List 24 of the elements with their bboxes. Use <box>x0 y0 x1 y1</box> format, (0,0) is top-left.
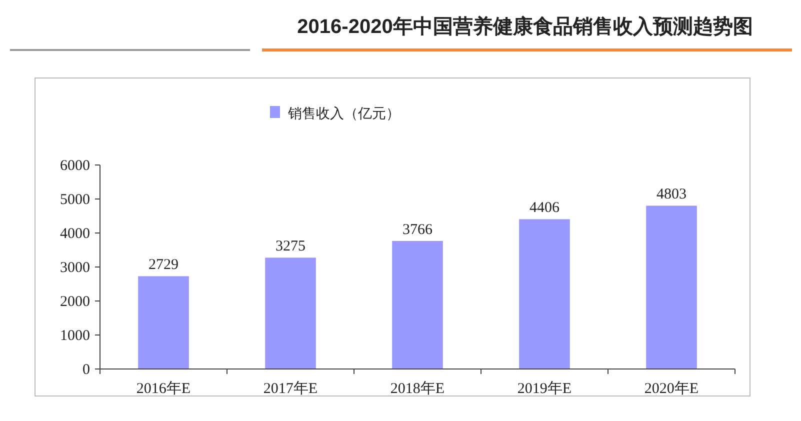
y-tick-label: 3000 <box>60 260 90 276</box>
x-tick-label: 2017年E <box>263 380 318 397</box>
chart-title: 2016-2020年中国营养健康食品销售收入预测趋势图 <box>297 15 753 38</box>
y-tick-label: 1000 <box>60 328 90 344</box>
x-tick-label: 2018年E <box>390 380 445 397</box>
data-label: 4803 <box>656 186 686 203</box>
y-tick-label: 2000 <box>60 294 90 310</box>
y-tick-label: 5000 <box>60 192 90 208</box>
data-label: 4406 <box>530 200 560 216</box>
y-tick-label: 0 <box>82 362 90 378</box>
bar <box>646 206 697 369</box>
data-label: 2729 <box>148 257 178 274</box>
data-label: 3766 <box>402 222 433 238</box>
y-tick-label: 4000 <box>60 226 90 242</box>
bar <box>138 276 189 369</box>
bar <box>265 258 316 369</box>
x-tick-label: 2016年E <box>136 380 191 397</box>
legend-label: 销售收入（亿元） <box>287 105 400 121</box>
bar <box>519 219 570 369</box>
y-tick-label: 6000 <box>60 158 90 174</box>
x-tick-label: 2019年E <box>517 380 572 397</box>
x-tick-label: 2020年E <box>644 380 699 397</box>
bar <box>392 240 443 369</box>
data-label: 3275 <box>276 238 306 255</box>
